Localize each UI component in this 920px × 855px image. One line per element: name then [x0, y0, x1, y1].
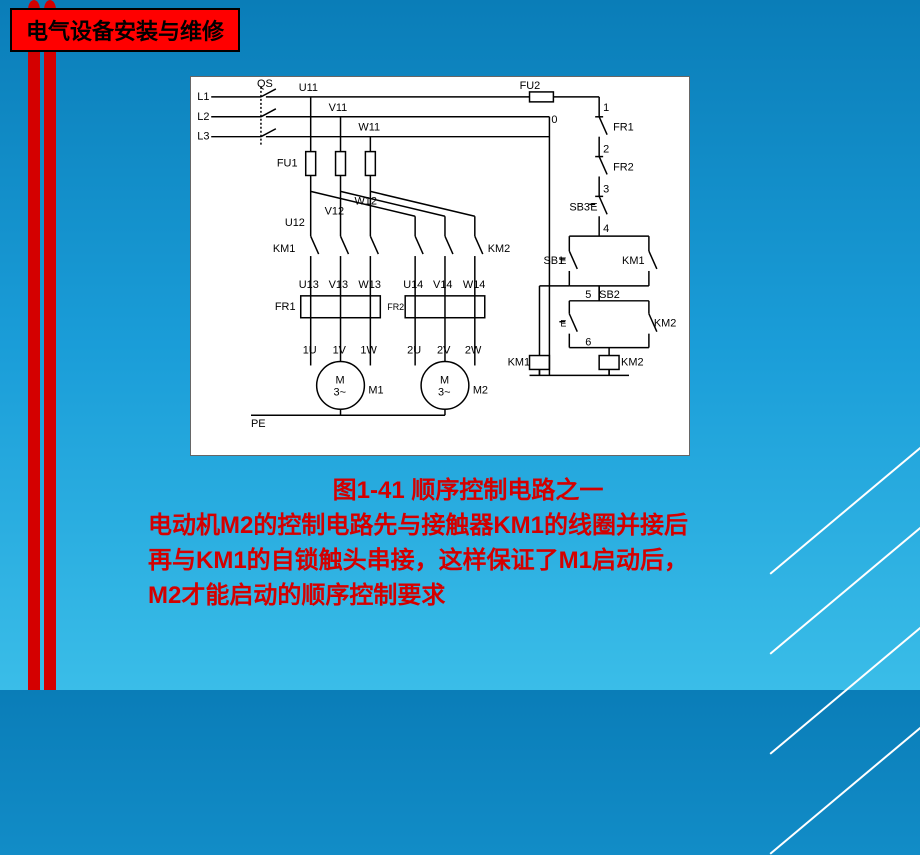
- lbl-KM1coil: KM1: [508, 356, 530, 368]
- lbl-U12: U12: [285, 217, 305, 229]
- circuit-diagram: L1 L2 L3 QS U11 V11 W11 FU1 FU2 U12 V12 …: [190, 76, 690, 456]
- desc-line2: 再与KM1的自锁触头串接，这样保证了M1启动后，: [148, 547, 688, 574]
- lbl-L2: L2: [197, 111, 209, 123]
- lbl-2V: 2V: [437, 345, 451, 357]
- lbl-n2: 2: [603, 144, 609, 156]
- lbl-FR1: FR1: [275, 301, 296, 313]
- lbl-M-1: M: [336, 374, 345, 386]
- lbl-n3: 3: [603, 183, 609, 195]
- lbl-2W: 2W: [465, 345, 482, 357]
- lbl-KM2coil: KM2: [621, 356, 644, 368]
- lbl-n1: 1: [603, 102, 609, 114]
- desc-line1: 电动机M2的控制电路先与接触器KM1的线圈并接后: [148, 512, 688, 539]
- lbl-L1: L1: [197, 91, 209, 103]
- lbl-SB3: SB3: [569, 201, 590, 213]
- lbl-n0: 0: [551, 114, 557, 126]
- accent-stripe: [44, 0, 56, 690]
- lbl-E1b: E: [560, 256, 566, 266]
- desc-line3: M2才能启动的顺序控制要求: [148, 582, 445, 609]
- lbl-U11: U11: [299, 82, 318, 94]
- lbl-E1: E: [590, 201, 597, 213]
- lbl-V14: V14: [433, 279, 452, 291]
- lbl-SB2: SB2: [599, 289, 620, 301]
- lbl-n4: 4: [603, 223, 609, 235]
- lbl-PE: PE: [251, 418, 266, 430]
- lbl-M-2: M: [440, 374, 449, 386]
- lbl-W14: W14: [463, 279, 486, 291]
- lbl-FU1: FU1: [277, 158, 298, 170]
- decorative-diagonal: [770, 460, 920, 654]
- header-badge: 电气设备安装与维修: [10, 8, 240, 52]
- lbl-W13: W13: [358, 279, 381, 291]
- header-title: 电气设备安装与维修: [26, 19, 224, 44]
- figure-title: 图1-41 顺序控制电路之一: [148, 470, 788, 505]
- lbl-Mp-1: 3~: [334, 386, 346, 398]
- accent-stripes: [28, 0, 68, 690]
- lbl-1U: 1U: [303, 345, 317, 357]
- lbl-KM1: KM1: [273, 243, 296, 255]
- lbl-W11: W11: [358, 122, 380, 134]
- lbl-1V: 1V: [333, 345, 347, 357]
- lbl-1W: 1W: [360, 345, 377, 357]
- caption-block: 图1-41 顺序控制电路之一 电动机M2的控制电路先与接触器KM1的线圈并接后 …: [148, 470, 788, 613]
- lbl-V13: V13: [329, 279, 348, 291]
- accent-stripe: [28, 0, 40, 690]
- lbl-E2: E: [560, 319, 566, 329]
- lbl-M2: M2: [473, 384, 488, 396]
- lbl-U13: U13: [299, 279, 319, 291]
- lbl-FU2: FU2: [520, 80, 541, 92]
- lbl-KM2aux: KM2: [654, 318, 677, 330]
- lbl-L3: L3: [197, 131, 209, 143]
- lbl-M1: M1: [368, 384, 383, 396]
- lbl-ctl-FR2: FR2: [613, 162, 634, 174]
- lbl-U14: U14: [403, 279, 423, 291]
- lbl-V11: V11: [329, 102, 348, 114]
- lbl-n6: 6: [585, 337, 591, 349]
- figure-desc: 电动机M2的控制电路先与接触器KM1的线圈并接后 再与KM1的自锁触头串接，这样…: [148, 509, 788, 613]
- circuit-svg: L1 L2 L3 QS U11 V11 W11 FU1 FU2 U12 V12 …: [191, 77, 689, 455]
- lbl-ctl-FR1: FR1: [613, 122, 634, 134]
- lbl-Mp-2: 3~: [438, 386, 450, 398]
- lbl-2U: 2U: [407, 345, 421, 357]
- lbl-KM1aux: KM1: [622, 255, 645, 267]
- lbl-W12: W12: [354, 195, 377, 207]
- lbl-V12: V12: [325, 205, 344, 217]
- lbl-QS: QS: [257, 78, 273, 90]
- lbl-KM2: KM2: [488, 243, 511, 255]
- lbl-n5: 5: [585, 289, 591, 301]
- lbl-FR2: FR2: [387, 302, 404, 312]
